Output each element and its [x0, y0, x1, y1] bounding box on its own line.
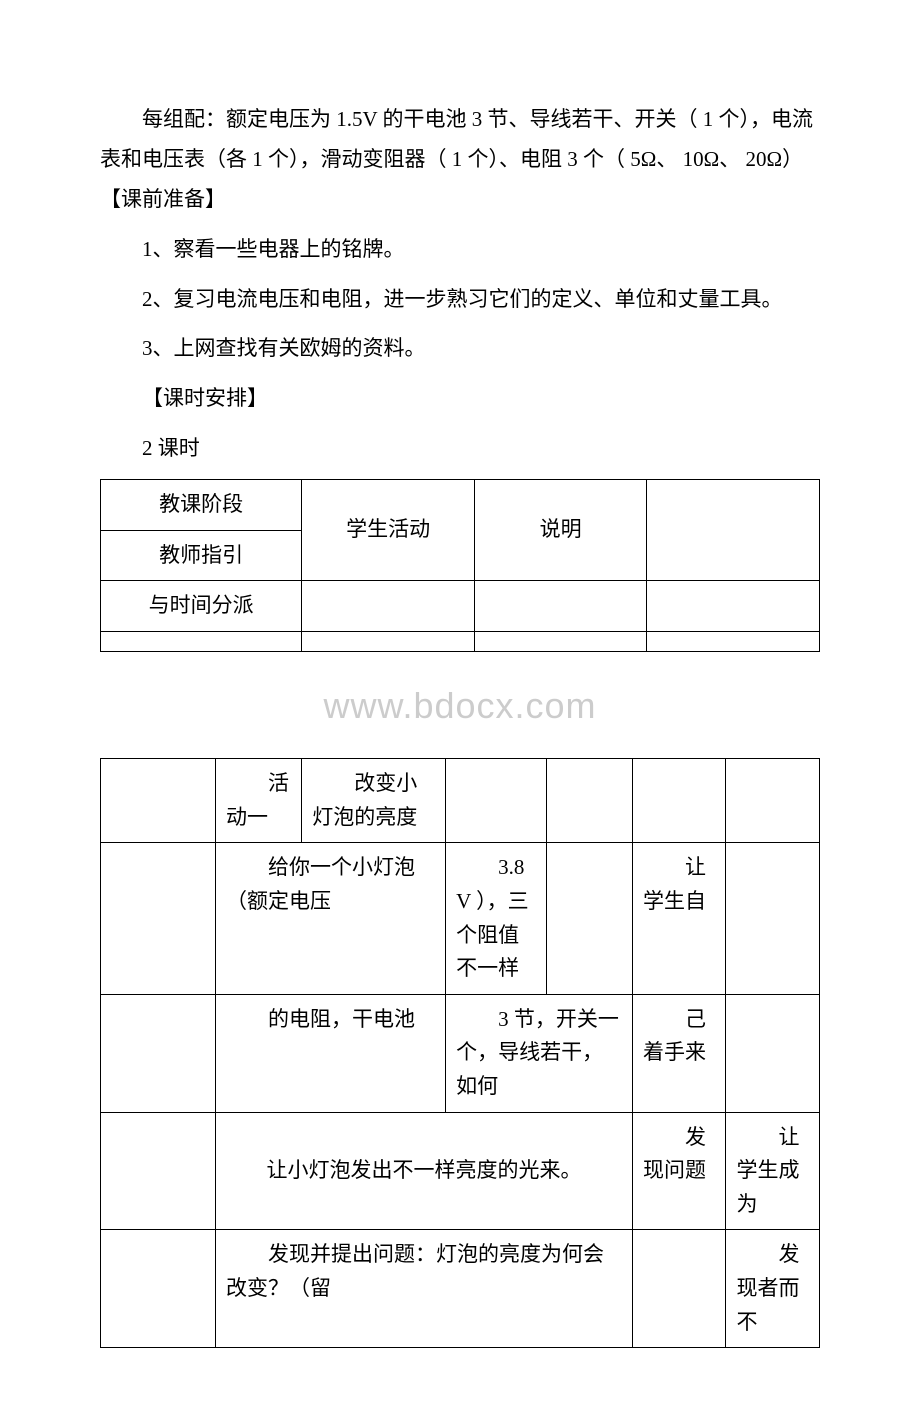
table-row: 教课阶段 学生活动 说明	[101, 480, 820, 531]
table-activity: 活动一 改变小灯泡的亮度 给你一个小灯泡（额定电压 3.8 V ），三个阻值不一…	[100, 758, 820, 1348]
cell-empty	[546, 759, 632, 843]
cell-switches: 3 节，开关一个，导线若干，如何	[446, 994, 633, 1112]
cell-empty	[101, 759, 216, 843]
cell-time-alloc: 与时间分派	[101, 581, 302, 632]
cell-empty	[101, 1230, 216, 1348]
cell-teacher-guide: 教师指引	[101, 530, 302, 581]
cell-discoverer: 发现者而不	[726, 1230, 820, 1348]
cell-empty	[726, 759, 820, 843]
cell-empty	[101, 843, 216, 994]
cell-empty	[546, 843, 632, 994]
cell-empty	[101, 631, 302, 651]
cell-discover: 发现问题	[633, 1112, 726, 1230]
cell-activity-desc: 改变小灯泡的亮度	[302, 759, 446, 843]
paragraph-materials: 每组配：额定电压为 1.5V 的干电池 3 节、导线若干、开关（ 1 个），电流…	[100, 100, 820, 220]
table-row: 活动一 改变小灯泡的亮度	[101, 759, 820, 843]
table-row: 让小灯泡发出不一样亮度的光来。 发现问题 让学生成为	[101, 1112, 820, 1230]
cell-empty	[474, 631, 647, 651]
cell-stage: 教课阶段	[101, 480, 302, 531]
table-row: 与时间分派	[101, 581, 820, 632]
cell-activity-label: 活动一	[216, 759, 302, 843]
cell-student-become: 让学生成为	[726, 1112, 820, 1230]
cell-empty	[101, 994, 216, 1112]
cell-brightness: 让小灯泡发出不一样亮度的光来。	[216, 1112, 633, 1230]
cell-empty	[633, 759, 726, 843]
cell-resistor: 的电阻，干电池	[216, 994, 446, 1112]
table-schedule: 教课阶段 学生活动 说明 教师指引 与时间分派	[100, 479, 820, 652]
cell-empty	[647, 631, 820, 651]
table-row: 给你一个小灯泡（额定电压 3.8 V ），三个阻值不一样 让学生自	[101, 843, 820, 994]
cell-voltage: 3.8 V ），三个阻值不一样	[446, 843, 547, 994]
watermark-text: www.bdocx.com	[100, 672, 820, 740]
table-row	[101, 631, 820, 651]
cell-empty	[302, 581, 475, 632]
cell-empty	[647, 581, 820, 632]
paragraph-prep-1: 1、察看一些电器上的铭牌。	[100, 230, 820, 270]
cell-empty	[647, 480, 820, 581]
cell-empty	[474, 581, 647, 632]
table-row: 发现并提出问题：灯泡的亮度为何会改变？（留 发现者而不	[101, 1230, 820, 1348]
cell-empty	[726, 994, 820, 1112]
cell-student-self: 让学生自	[633, 843, 726, 994]
cell-bulb-desc: 给你一个小灯泡（额定电压	[216, 843, 446, 994]
cell-activity: 学生活动	[302, 480, 475, 581]
cell-empty	[633, 1230, 726, 1348]
cell-empty	[302, 631, 475, 651]
cell-empty	[101, 1112, 216, 1230]
cell-explain: 说明	[474, 480, 647, 581]
cell-empty	[726, 843, 820, 994]
paragraph-schedule-heading: 【课时安排】	[100, 379, 820, 419]
cell-question: 发现并提出问题：灯泡的亮度为何会改变？（留	[216, 1230, 633, 1348]
cell-empty	[446, 759, 547, 843]
paragraph-prep-2: 2、复习电流电压和电阻，进一步熟习它们的定义、单位和丈量工具。	[100, 280, 820, 320]
paragraph-prep-3: 3、上网查找有关欧姆的资料。	[100, 329, 820, 369]
table-row: 的电阻，干电池 3 节，开关一个，导线若干，如何 己着手来	[101, 994, 820, 1112]
paragraph-schedule-value: 2 课时	[100, 429, 820, 469]
cell-hands-on: 己着手来	[633, 994, 726, 1112]
